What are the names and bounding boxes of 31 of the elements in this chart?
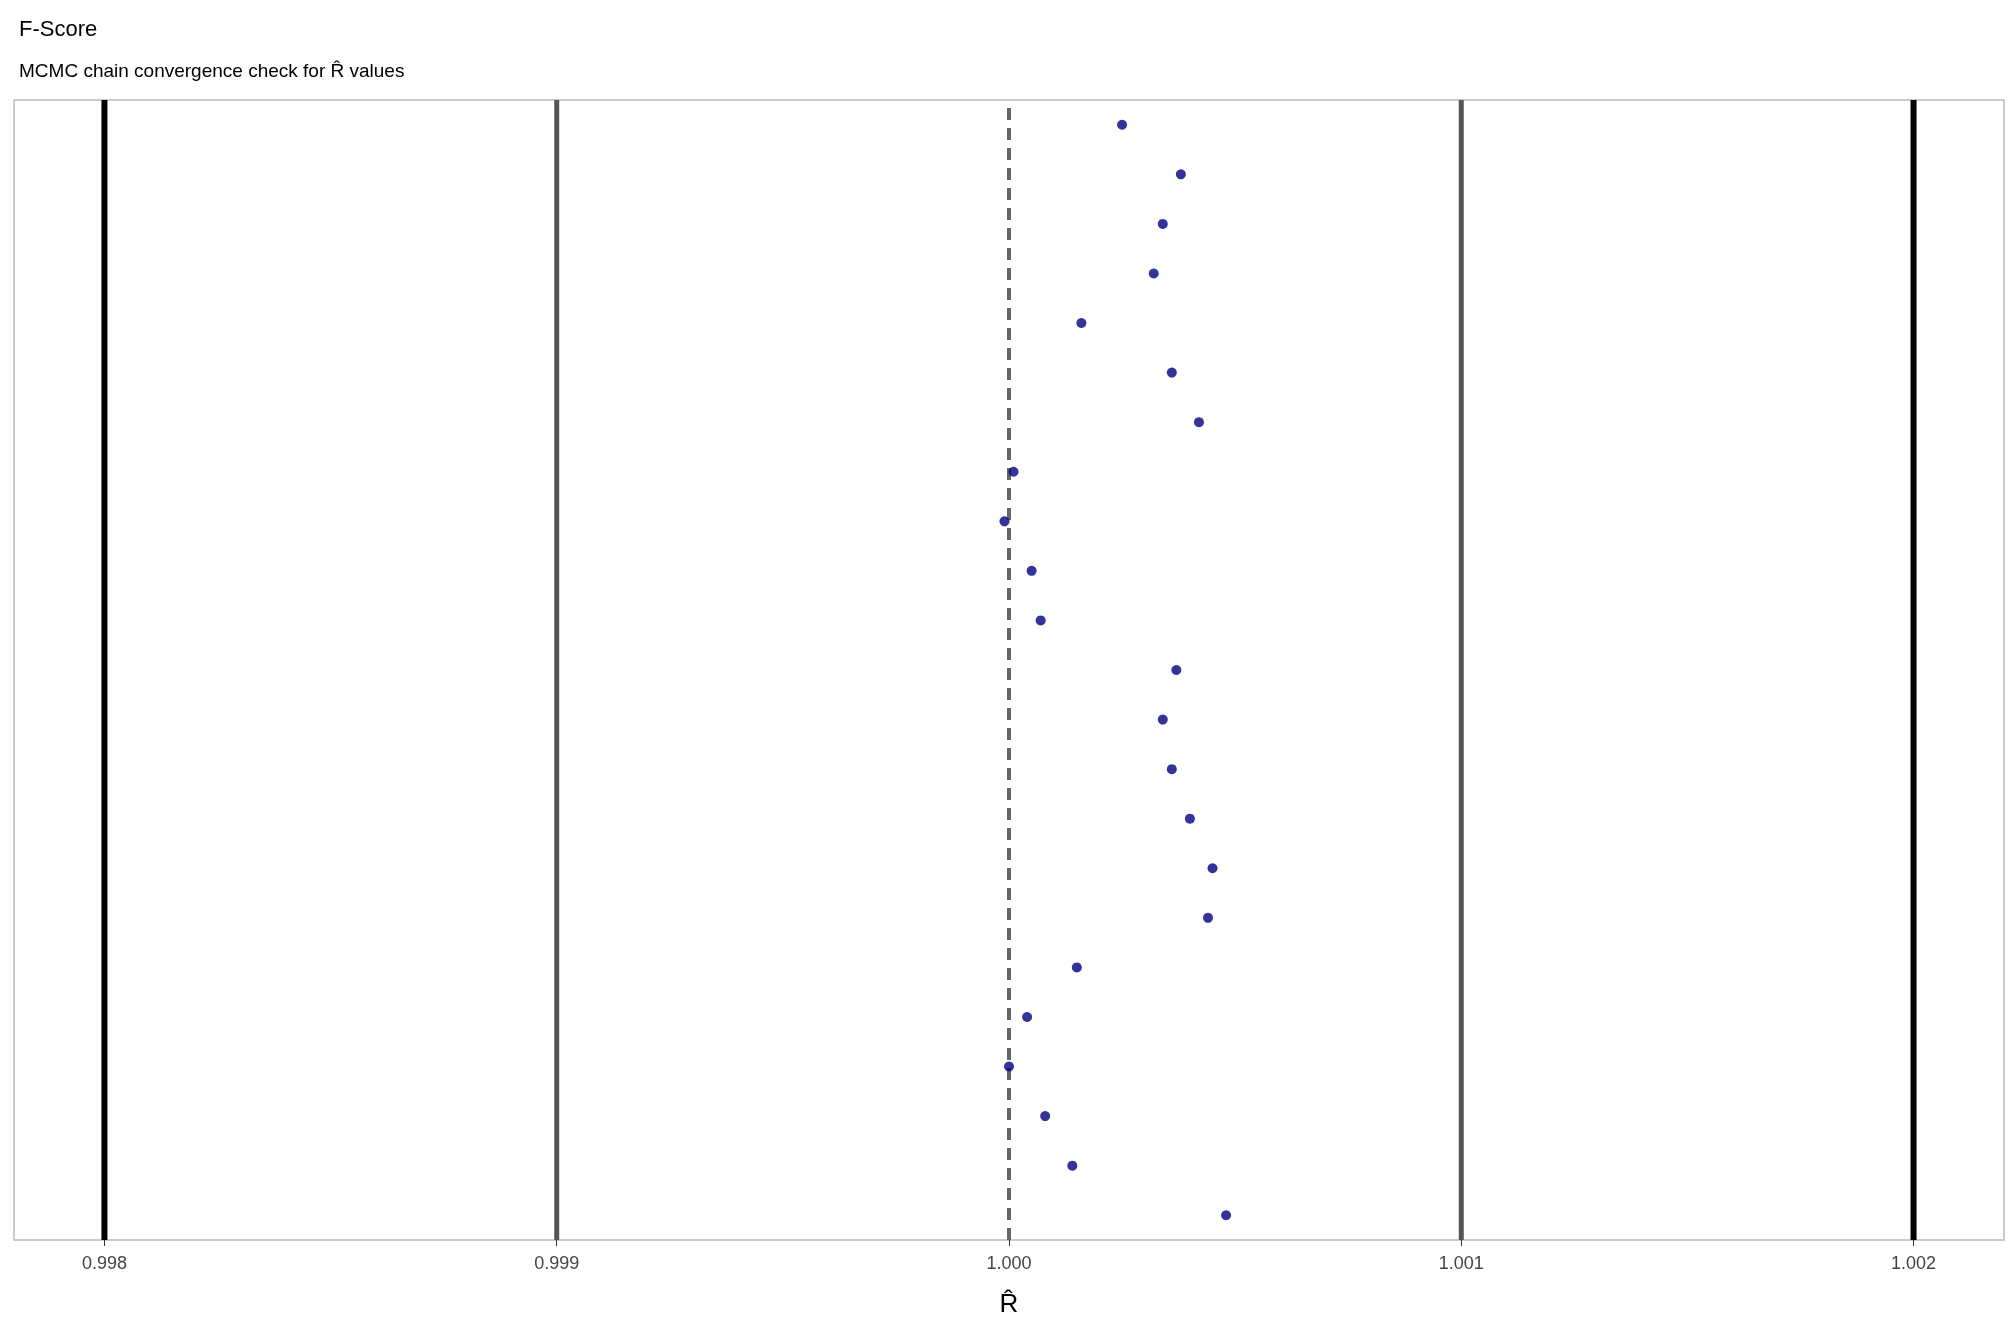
point <box>1166 764 1177 775</box>
point <box>1148 268 1159 279</box>
point <box>1171 665 1182 675</box>
point <box>1221 1210 1232 1221</box>
point <box>1035 615 1046 626</box>
point <box>1008 466 1019 477</box>
x-tick-label: 0.999 <box>534 1253 580 1273</box>
point <box>1203 912 1213 923</box>
chart-title: F-Score <box>19 15 98 41</box>
point <box>1193 417 1204 428</box>
chart-subtitle: MCMC chain convergence check for R̂ values <box>19 59 405 81</box>
point <box>1157 714 1168 725</box>
point <box>1175 169 1186 180</box>
x-tick-label: 1.000 <box>986 1253 1032 1273</box>
point <box>1157 218 1168 229</box>
point <box>1040 1111 1051 1122</box>
x-tick-label: 1.002 <box>1891 1253 1937 1273</box>
point <box>1004 1061 1014 1072</box>
point <box>1067 1160 1078 1171</box>
point <box>1022 1011 1033 1022</box>
x-tick-label: 0.998 <box>81 1253 127 1273</box>
point <box>1166 367 1177 378</box>
point <box>1184 813 1195 824</box>
point <box>1076 318 1087 329</box>
x-tick-label: 1.001 <box>1438 1253 1484 1273</box>
point <box>1026 565 1037 576</box>
x-axis-title: R̂ <box>999 1288 1019 1318</box>
point <box>1207 863 1218 874</box>
point <box>1071 962 1082 973</box>
point <box>1117 119 1128 130</box>
point <box>999 516 1010 527</box>
